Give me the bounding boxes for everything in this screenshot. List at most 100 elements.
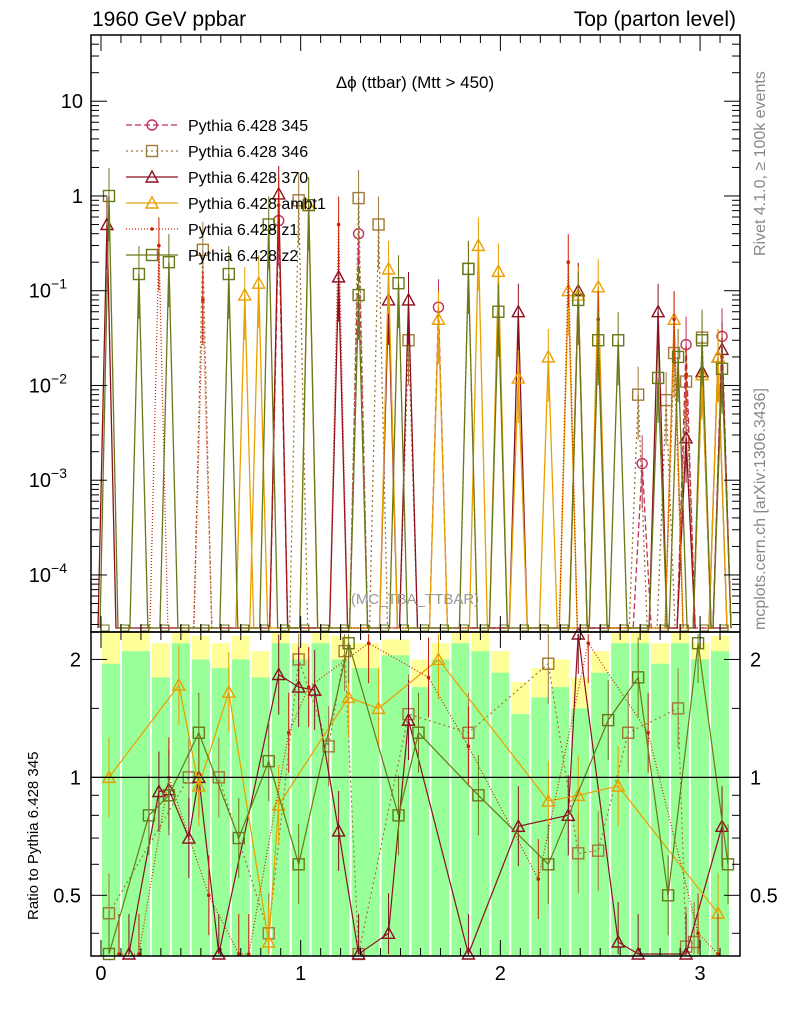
ratio-uncertainty-bands — [101, 632, 730, 956]
y-tick-label: 1 — [72, 186, 83, 208]
data-point — [572, 293, 585, 307]
legend-label: Pythia 6.428 z2 — [188, 248, 298, 265]
y-tick-label: 10−2 — [29, 370, 67, 397]
ratio-band-green — [591, 672, 610, 956]
data-point — [336, 222, 341, 227]
ratio-band-green — [691, 659, 710, 956]
ratio-data-point — [171, 677, 187, 691]
ratio-data-point — [472, 789, 485, 802]
ratio-y-tick-label: 2 — [750, 649, 761, 671]
legend-marker — [144, 169, 160, 183]
ratio-data-point — [691, 637, 705, 650]
data-point — [201, 298, 205, 302]
ratio-y-tick-label: 1 — [70, 767, 81, 789]
legend-label: Pythia 6.428 ambt1 — [188, 196, 326, 213]
ratio-data-point — [602, 713, 615, 727]
ratio-band-green — [531, 697, 550, 956]
ratio-data-point — [151, 784, 167, 798]
ratio-data-point — [232, 831, 245, 845]
ratio-data-point — [342, 637, 355, 650]
ratio-data-point — [572, 847, 585, 860]
ratio-band-green — [331, 659, 350, 956]
ratio-data-point — [611, 778, 626, 792]
ratio-band-green — [451, 643, 470, 956]
ratio-series-lines — [91, 626, 740, 961]
data-point — [491, 263, 506, 278]
ratio-data-point — [207, 893, 211, 898]
ratio-data-point — [286, 730, 291, 735]
ratio-band-green — [651, 663, 670, 956]
ratio-data-point — [466, 744, 471, 749]
ratio-band-green — [251, 677, 270, 956]
ratio-band-green — [121, 651, 150, 956]
ratio-data-point — [586, 641, 591, 646]
ratio-data-point — [511, 818, 526, 833]
ratio-data-point — [191, 778, 207, 792]
ratio-data-point — [211, 946, 226, 960]
ratio-data-point — [714, 818, 730, 833]
data-point — [592, 334, 605, 347]
ratio-band-green — [411, 687, 430, 956]
data-point — [262, 218, 275, 231]
ratio-data-point — [646, 730, 650, 735]
legend-label: Pythia 6.428 345 — [188, 118, 308, 135]
data-point — [251, 275, 266, 289]
data-point — [678, 430, 694, 444]
legend-item: Pythia 6.428 z1 — [126, 222, 298, 239]
ratio-band-green — [271, 643, 290, 956]
ratio-data-point — [716, 952, 720, 956]
ratio-data-point — [371, 700, 386, 715]
analysis-watermark: (MC_TBA_TTBAR) — [351, 591, 479, 608]
ratio-data-point — [322, 740, 335, 753]
data-point — [381, 261, 396, 275]
data-point — [222, 267, 235, 281]
ratio-data-point — [162, 789, 176, 802]
ratio-data-point — [102, 947, 116, 961]
ratio-band-green — [101, 663, 120, 956]
ratio-series-line — [119, 641, 719, 955]
ratio-band-green — [491, 672, 510, 956]
data-point — [631, 388, 645, 401]
x-tick-label: 2 — [495, 963, 506, 985]
x-tick-label: 3 — [694, 963, 705, 985]
ratio-band-green — [571, 708, 590, 956]
ratio-data-point — [542, 858, 555, 871]
x-tick-label: 0 — [95, 963, 106, 985]
ratio-data-point — [142, 809, 156, 822]
legend-label: Pythia 6.428 346 — [188, 144, 308, 161]
data-point — [331, 269, 346, 283]
ratio-y-axis-label: Ratio to Pythia 6.428 345 — [25, 752, 42, 920]
data-point — [431, 311, 446, 325]
ratio-data-point — [630, 946, 646, 960]
ratio-data-point — [292, 858, 305, 871]
ratio-band-green — [171, 643, 190, 956]
data-point — [511, 370, 526, 384]
legend-marker — [145, 248, 159, 262]
data-point — [392, 277, 405, 290]
data-point — [672, 317, 676, 322]
legend-marker — [144, 195, 160, 209]
data-point — [352, 288, 365, 302]
ratio-data-point — [181, 830, 197, 844]
ratio-data-point — [401, 712, 416, 726]
ratio-data-point — [536, 877, 541, 881]
y-tick-label: 10 — [61, 91, 83, 113]
legend-item: Pythia 6.428 345 — [126, 118, 308, 135]
ratio-data-point — [426, 675, 431, 680]
data-point — [611, 334, 625, 347]
data-point — [541, 349, 556, 363]
ratio-data-point — [678, 946, 694, 960]
ratio-band-green — [551, 687, 570, 956]
ratio-data-point — [261, 934, 276, 948]
ratio-data-point — [351, 946, 366, 960]
ratio-band-green — [431, 659, 450, 956]
data-point — [462, 262, 475, 276]
ratio-band-green — [191, 659, 210, 956]
ratio-data-point — [246, 952, 251, 956]
ratio-data-point — [341, 689, 356, 704]
ratio-data-point — [117, 952, 121, 956]
ratio-band-green — [311, 643, 330, 956]
data-point — [511, 304, 526, 318]
data-point — [237, 287, 252, 301]
ratio-data-point — [381, 925, 396, 939]
